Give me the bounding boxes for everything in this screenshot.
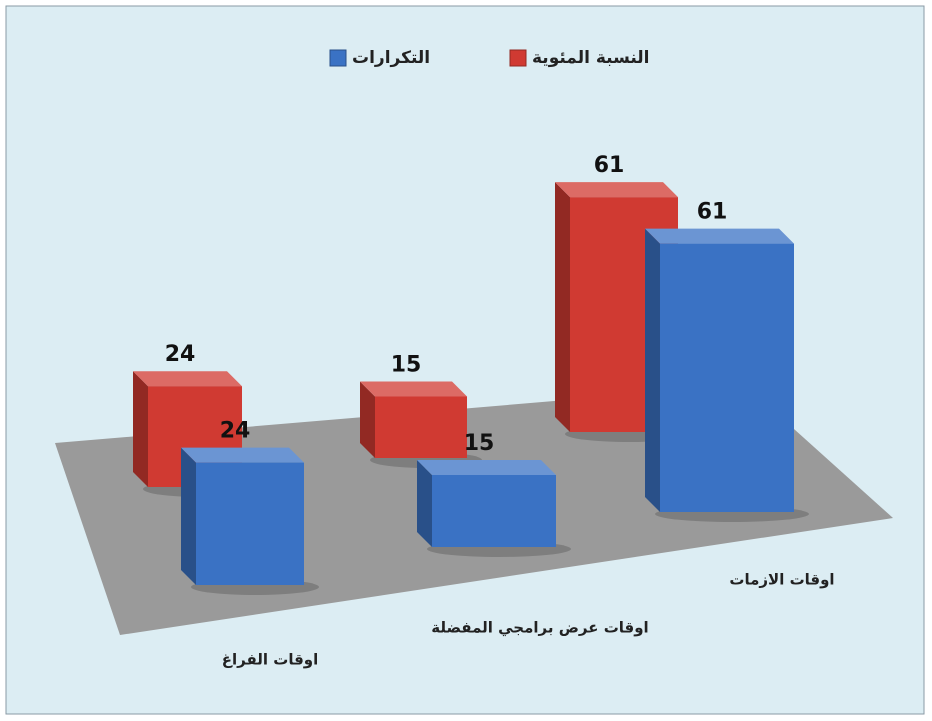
data-label: 61 [697, 200, 728, 225]
data-label: 15 [391, 353, 422, 378]
bar [432, 475, 556, 547]
bar-top [133, 371, 242, 387]
data-label: 24 [220, 419, 251, 444]
bar [375, 396, 467, 458]
legend-swatch [329, 49, 347, 67]
bar-top [555, 182, 678, 198]
bar-side [360, 381, 375, 458]
bar-side [417, 460, 432, 547]
x-tick-label: اوقات الفراغ [222, 651, 319, 669]
legend-swatch [509, 49, 527, 67]
x-tick-label: اوقات الازمات [729, 571, 834, 589]
data-label: 24 [165, 342, 196, 367]
bar-side [645, 228, 660, 512]
bar-top [181, 447, 304, 463]
bar [196, 462, 304, 585]
bar-top [417, 460, 556, 475]
legend-label: التكرارات [352, 48, 430, 68]
bar-top [645, 228, 794, 244]
bar-side [133, 371, 148, 487]
bar-side [181, 447, 196, 585]
data-label: 61 [594, 153, 625, 178]
x-tick-label: اوقات عرض برامجي المفضلة [431, 619, 648, 637]
bar-side [555, 182, 570, 432]
data-label: 15 [464, 431, 495, 456]
legend-label: النسبة المئوية [532, 48, 650, 68]
bar-top [360, 381, 467, 397]
bar [660, 243, 794, 512]
